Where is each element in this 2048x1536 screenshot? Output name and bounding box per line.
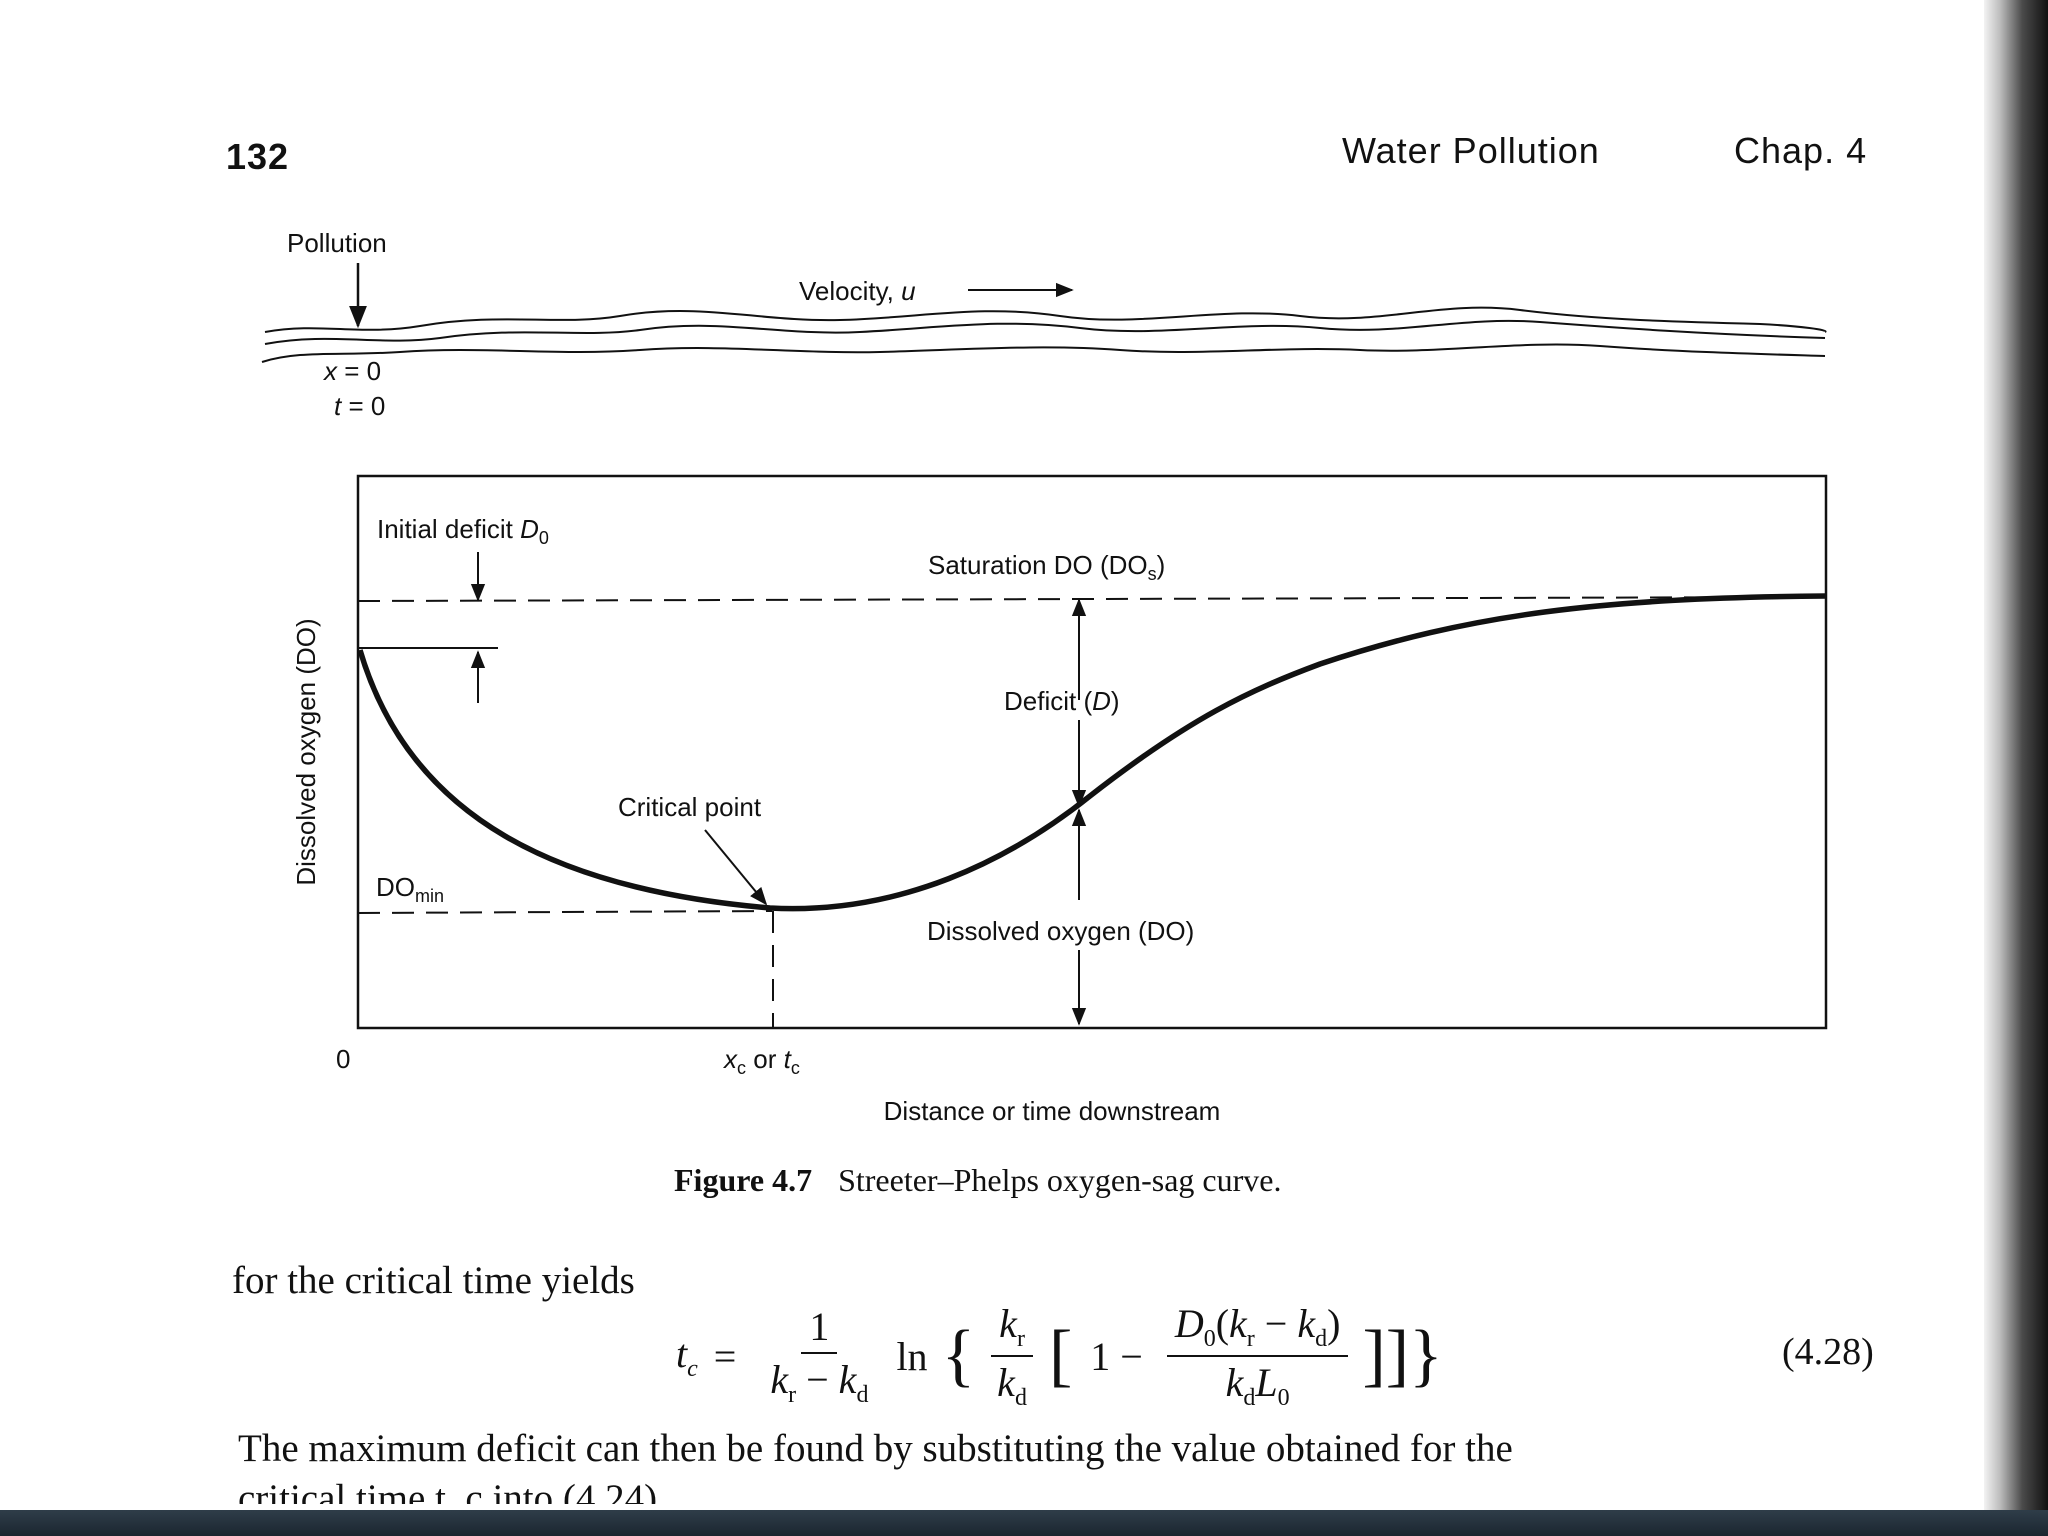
x-equals-zero: x = 0	[322, 356, 381, 386]
eq-lhs: tc	[676, 1330, 698, 1382]
paragraph-max-deficit: The maximum deficit can then be found by…	[238, 1427, 1513, 1470]
oxygen-sag-curve	[357, 593, 1827, 912]
dissolved-oxygen-label: Dissolved oxygen (DO)	[927, 916, 1194, 946]
origin-label: 0	[336, 1044, 350, 1074]
t-equals-zero: t = 0	[334, 391, 385, 421]
bottom-bar	[0, 1510, 2048, 1536]
eq-fraction-1: 1 kr − kd	[770, 1304, 869, 1408]
figure-caption: Figure 4.7 Streeter–Phelps oxygen-sag cur…	[674, 1162, 1281, 1199]
plot-frame	[356, 474, 1828, 1030]
do-min-label: DOmin	[376, 872, 444, 906]
chapter-label: Chap. 4	[1734, 130, 1868, 171]
running-title: Water Pollution	[1342, 130, 1600, 171]
page-edge-shadow	[1984, 0, 2048, 1536]
pollution-label: Pollution	[287, 228, 387, 258]
critical-point-arrow	[704, 829, 768, 906]
x-axis-label: Distance or time downstream	[884, 1096, 1221, 1126]
eq-equals: =	[713, 1333, 737, 1379]
figure-number: Figure 4.7	[674, 1162, 813, 1198]
river-sketch	[261, 306, 1827, 363]
y-axis-label: Dissolved oxygen (DO)	[291, 618, 321, 885]
equation-number: (4.28)	[1782, 1331, 1874, 1373]
initial-deficit-label: Initial deficit D0	[377, 514, 549, 548]
oxygen-sag-figure: Pollution Velocity, u x = 0 t = 0 Dissol…	[261, 228, 1828, 1126]
paragraph-intro: for the critical time yields	[232, 1259, 635, 1302]
velocity-label: Velocity, u	[799, 276, 916, 306]
saturation-label: Saturation DO (DOs)	[928, 550, 1165, 584]
critical-distance-label: xc or tc	[722, 1044, 800, 1078]
equation-4-28: tc = 1 kr − kd ln { kr kd [ 1 − D0(kr − …	[676, 1300, 1443, 1412]
eq-ln: ln	[896, 1333, 928, 1379]
figure-caption-text: Streeter–Phelps oxygen-sag curve.	[838, 1162, 1282, 1198]
critical-point-label: Critical point	[618, 792, 762, 822]
saturation-line	[357, 596, 1827, 602]
eq-fraction-ratio: kr kd	[989, 1300, 1035, 1412]
svg-text:Velocity, u: Velocity, u	[799, 276, 916, 306]
paragraph-critical-time: critical time t_c into (4.24).	[238, 1477, 667, 1504]
eq-fraction-2: D0(kr − kd) kdL0	[1166, 1300, 1349, 1412]
page-number: 132	[226, 136, 290, 177]
do-min-line	[357, 910, 773, 914]
deficit-label: Deficit (D)	[1004, 686, 1120, 716]
